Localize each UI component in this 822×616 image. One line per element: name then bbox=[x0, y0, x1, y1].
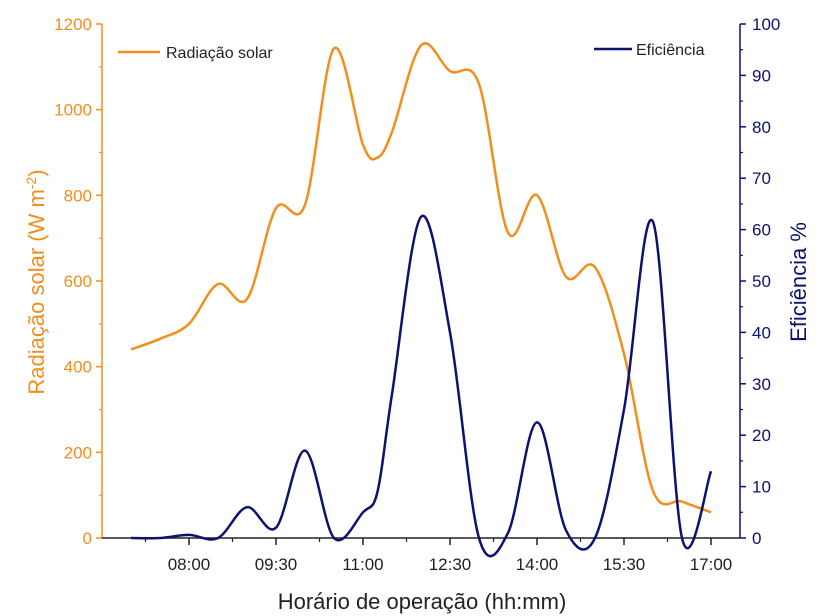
legend-radiation: Radiação solar bbox=[118, 45, 273, 62]
x-tick-label: 08:00 bbox=[168, 555, 211, 574]
left-tick-label: 600 bbox=[64, 272, 92, 291]
right-tick-label: 30 bbox=[752, 375, 771, 394]
x-axis-label: Horário de operação (hh:mm) bbox=[278, 589, 567, 614]
x-tick-label: 15:30 bbox=[603, 555, 646, 574]
right-tick-label: 90 bbox=[752, 66, 771, 85]
right-tick-label: 80 bbox=[752, 118, 771, 137]
plot-area bbox=[130, 42, 713, 558]
left-tick-label: 1200 bbox=[54, 15, 92, 34]
legend-efficiency-label: Eficiência bbox=[636, 42, 705, 59]
right-axis: 0 10 20 30 40 50 60 70 80 90 100 bbox=[740, 15, 780, 548]
left-axis: 0 200 400 600 800 1000 1200 bbox=[54, 15, 102, 548]
left-tick-label: 200 bbox=[64, 443, 92, 462]
x-tick-label: 09:30 bbox=[255, 555, 298, 574]
x-axis: 08:00 09:30 11:00 12:30 14:00 15:30 17:00 bbox=[144, 538, 733, 574]
left-tick-label: 400 bbox=[64, 358, 92, 377]
right-tick-label: 70 bbox=[752, 169, 771, 188]
right-tick-label: 0 bbox=[752, 529, 761, 548]
left-tick-label: 0 bbox=[83, 529, 92, 548]
efficiency-series-line bbox=[130, 214, 713, 558]
x-tick-label: 12:30 bbox=[429, 555, 472, 574]
right-tick-label: 50 bbox=[752, 272, 771, 291]
right-tick-label: 10 bbox=[752, 478, 771, 497]
y-axis-right-label: Eficiência % bbox=[786, 222, 811, 342]
left-tick-label: 800 bbox=[64, 186, 92, 205]
x-tick-label: 14:00 bbox=[516, 555, 559, 574]
x-tick-label: 11:00 bbox=[342, 555, 383, 574]
right-tick-label: 20 bbox=[752, 426, 771, 445]
radiation-series-line bbox=[130, 42, 712, 514]
right-tick-label: 60 bbox=[752, 221, 771, 240]
right-tick-label: 40 bbox=[752, 323, 771, 342]
legend-radiation-label: Radiação solar bbox=[166, 45, 273, 62]
legend-efficiency: Eficiência bbox=[594, 42, 705, 59]
left-tick-label: 1000 bbox=[54, 101, 92, 120]
x-tick-label: 17:00 bbox=[690, 555, 733, 574]
right-tick-label: 100 bbox=[752, 15, 780, 34]
y-axis-left-label: Radiação solar (W m-2) bbox=[23, 169, 49, 394]
